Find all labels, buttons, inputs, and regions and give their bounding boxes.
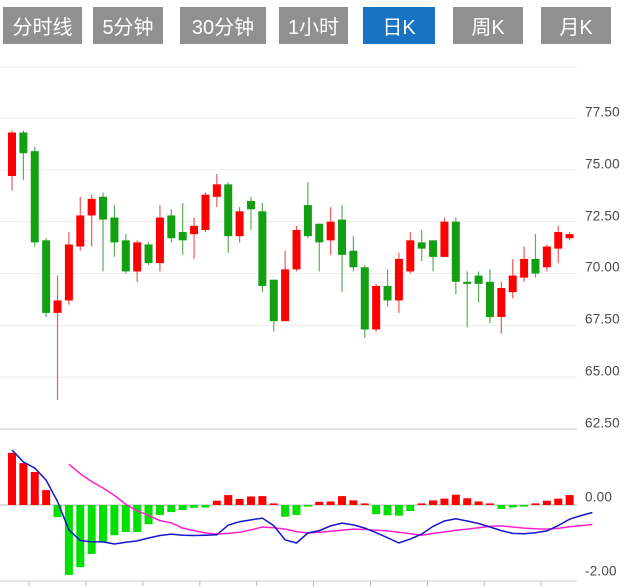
tab-1hour[interactable]: 1小时 <box>279 7 348 44</box>
tab-weekly-k[interactable]: 周K <box>453 7 523 44</box>
period-tab-bar: 分时线 5分钟 30分钟 1小时 日K 周K 月K <box>3 7 611 44</box>
price-axis-label: 62.50 <box>585 415 620 431</box>
tab-30min[interactable]: 30分钟 <box>180 7 266 44</box>
macd-axis-label: -2.00 <box>585 563 617 579</box>
macd-axis-label: 0.00 <box>585 489 613 505</box>
tab-5min[interactable]: 5分钟 <box>93 7 163 44</box>
macd-x-axis <box>0 580 577 586</box>
price-axis-label: 67.50 <box>585 311 620 327</box>
price-axis-label: 77.50 <box>585 104 620 120</box>
price-axis-label: 75.00 <box>585 156 620 172</box>
price-gridlines <box>0 66 577 430</box>
price-axis-label: 65.00 <box>585 363 620 379</box>
price-axis-label: 70.00 <box>585 259 620 275</box>
tab-timeline[interactable]: 分时线 <box>3 7 82 44</box>
macd-dif-dea-lines <box>11 449 593 545</box>
tab-monthly-k[interactable]: 月K <box>541 7 611 44</box>
candles-layer <box>8 130 574 400</box>
macd-histogram <box>8 452 574 575</box>
tab-daily-k[interactable]: 日K <box>363 7 435 44</box>
price-axis-label: 72.50 <box>585 208 620 224</box>
